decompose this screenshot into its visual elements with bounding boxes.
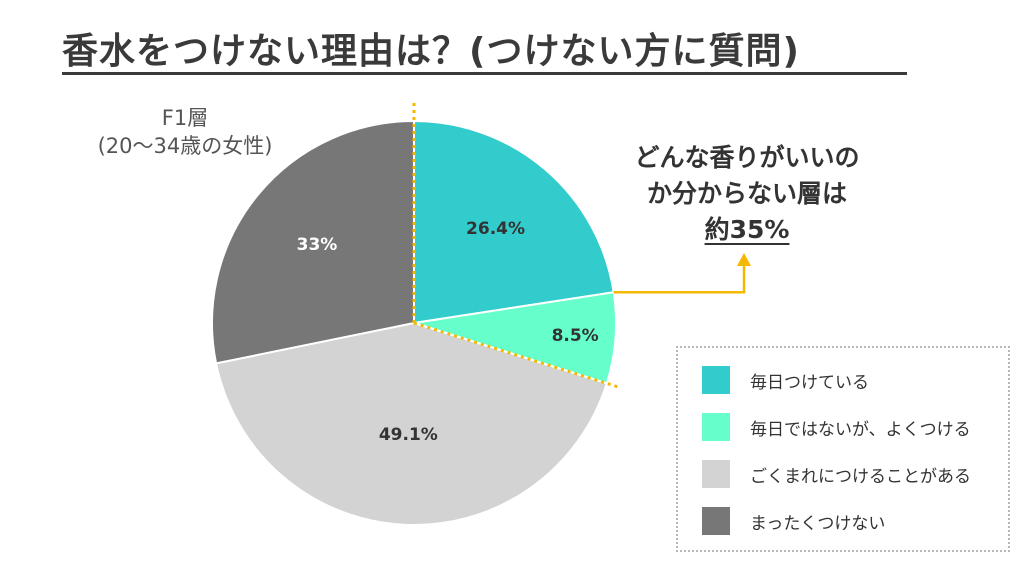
legend-label: ごくまれにつけることがある — [750, 466, 971, 487]
slice-data-label: 33% — [297, 235, 338, 255]
chart-title: 香水をつけない理由は？(つけない方に質問) — [62, 31, 800, 72]
legend: 毎日つけている 毎日ではないが、よくつける ごくまれにつけることがある まったく… — [676, 346, 1010, 552]
legend-item: 毎日つけている — [702, 366, 869, 394]
pie-slice-labels: 26.4% 8.5% 49.1% 33% — [297, 219, 599, 445]
legend-item: 毎日ではないが、よくつける — [702, 413, 971, 441]
legend-label: 毎日ではないが、よくつける — [750, 419, 971, 440]
slice-data-label: 26.4% — [466, 219, 525, 239]
legend-item: ごくまれにつけることがある — [702, 460, 971, 488]
highlight-annotations — [412, 101, 751, 389]
legend-item: まったくつけない — [702, 507, 885, 535]
highlight-dotted-line — [413, 321, 621, 389]
legend-swatch — [702, 366, 730, 394]
pie-slice — [211, 119, 415, 365]
legend-swatch — [702, 460, 730, 488]
title-underline — [62, 72, 907, 75]
legend-label: 毎日つけている — [750, 372, 869, 393]
pie-slices — [211, 119, 617, 526]
arrow-up-icon — [737, 253, 751, 266]
pie-slice — [413, 119, 615, 325]
callout-annotation: どんな香りがいいの か分からない層は 約35% — [592, 140, 902, 248]
slice-data-label: 49.1% — [379, 425, 438, 445]
legend-label: まったくつけない — [750, 513, 886, 534]
callout-connector — [613, 262, 746, 294]
callout-percentage: 約35% — [704, 215, 790, 244]
legend-swatch — [702, 413, 730, 441]
callout-line2: か分からない層は — [646, 179, 847, 208]
slice-data-label: 8.5% — [552, 326, 599, 346]
legend-swatch — [702, 507, 730, 535]
group-label-line2: (20～34歳の女性) — [97, 134, 273, 158]
callout-line1: どんな香りがいいの — [634, 143, 860, 172]
group-label-line1: F1層 — [161, 106, 209, 130]
pie-slice — [214, 321, 609, 526]
respondent-group-label: F1層 (20～34歳の女性) — [70, 104, 300, 160]
